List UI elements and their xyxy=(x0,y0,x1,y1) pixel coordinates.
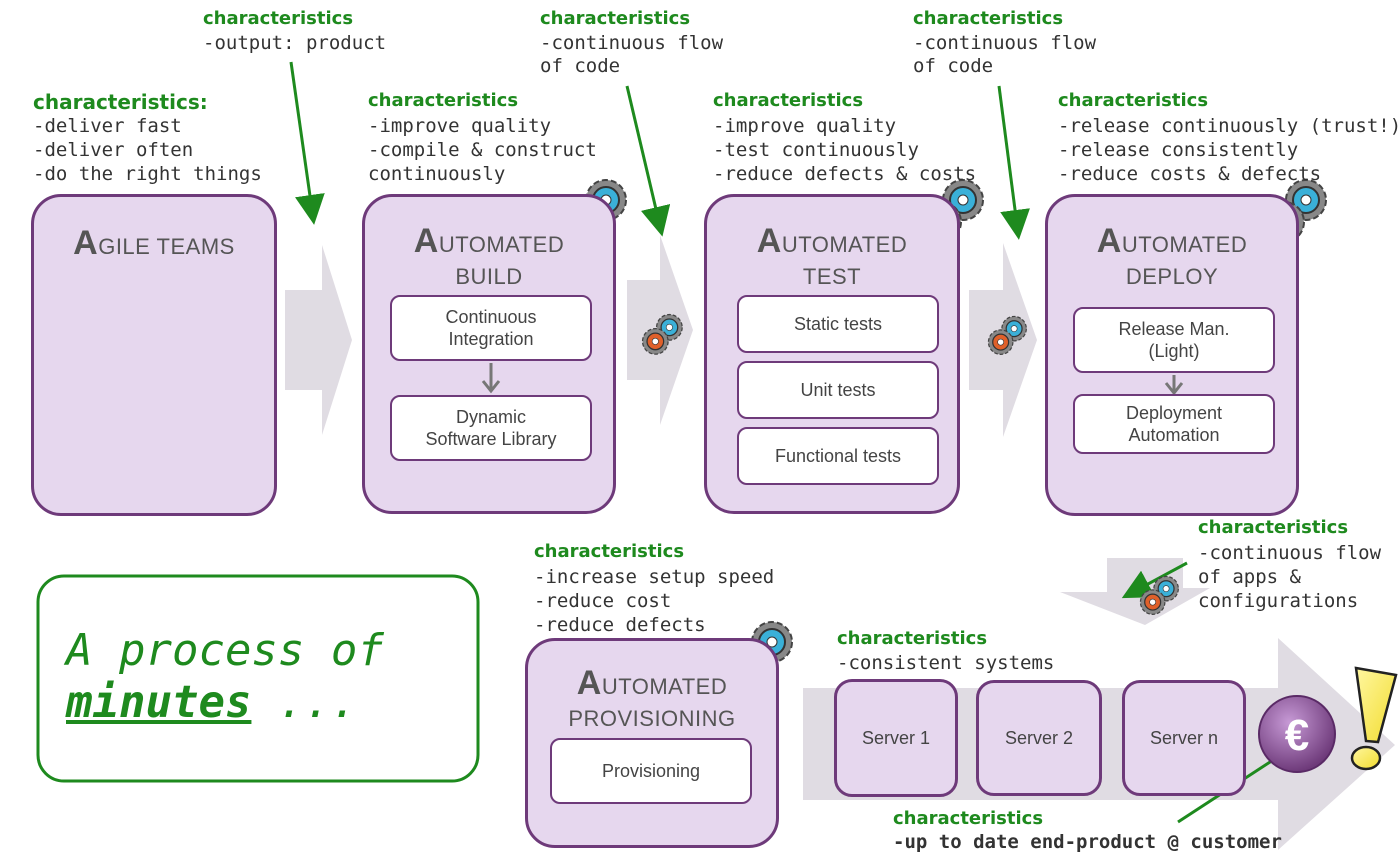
euro-symbol: € xyxy=(1285,711,1309,760)
stage-title-deploy: AUTOMATED DEPLOY xyxy=(1096,222,1248,289)
stage-agile-teams: AGILE TEAMS xyxy=(31,194,277,516)
gears-icon xyxy=(987,315,1027,355)
slogan-line-2: minutes ... xyxy=(66,677,358,728)
box-functional-tests: Functional tests xyxy=(737,427,939,485)
euro-coin-icon: € xyxy=(1258,695,1336,773)
box-unit-tests: Unit tests xyxy=(737,361,939,419)
server-box-n: Server n xyxy=(1122,680,1246,796)
stage-title-provisioning: AUTOMATED PROVISIONING xyxy=(568,664,736,731)
box-deployment-automation: Deployment Automation xyxy=(1073,394,1275,454)
stage-automated-provisioning: AUTOMATED PROVISIONING Provisioning xyxy=(525,638,779,848)
gears-icon xyxy=(1139,575,1179,615)
pointer-arrow-flow3 xyxy=(997,85,1030,240)
box-dynamic-software-library: Dynamic Software Library xyxy=(390,395,592,461)
stage-title-build: AUTOMATED BUILD xyxy=(413,222,565,289)
flow-arrow-1 xyxy=(285,245,352,435)
box-continuous-integration: Continuous Integration xyxy=(390,295,592,361)
box-provisioning: Provisioning xyxy=(550,738,752,804)
stage-automated-build: AUTOMATED BUILD Continuous Integration D… xyxy=(362,194,616,514)
stage-title-test: AUTOMATED TEST xyxy=(756,222,908,289)
pointer-arrow-flow2 xyxy=(625,85,671,237)
server-box-2: Server 2 xyxy=(976,680,1102,796)
flow-arrow-down xyxy=(1060,558,1210,625)
down-arrow-icon xyxy=(1164,375,1184,396)
slogan-box xyxy=(36,574,480,783)
stage-automated-deploy: AUTOMATED DEPLOY Release Man. (Light) De… xyxy=(1045,194,1299,516)
box-static-tests: Static tests xyxy=(737,295,939,353)
pointer-arrow-flow1 xyxy=(289,61,325,225)
slogan-line-1: A process of xyxy=(66,625,384,676)
stage-automated-test: AUTOMATED TEST Static tests Unit tests F… xyxy=(704,194,960,514)
stage-title-agile: AGILE TEAMS xyxy=(73,224,235,262)
box-release-management: Release Man. (Light) xyxy=(1073,307,1275,373)
slogan-emphasis: minutes xyxy=(66,677,252,728)
down-arrow-icon xyxy=(481,363,501,394)
gears-icon xyxy=(641,313,683,355)
exclamation-icon xyxy=(1350,666,1398,771)
server-box-1: Server 1 xyxy=(834,679,958,797)
